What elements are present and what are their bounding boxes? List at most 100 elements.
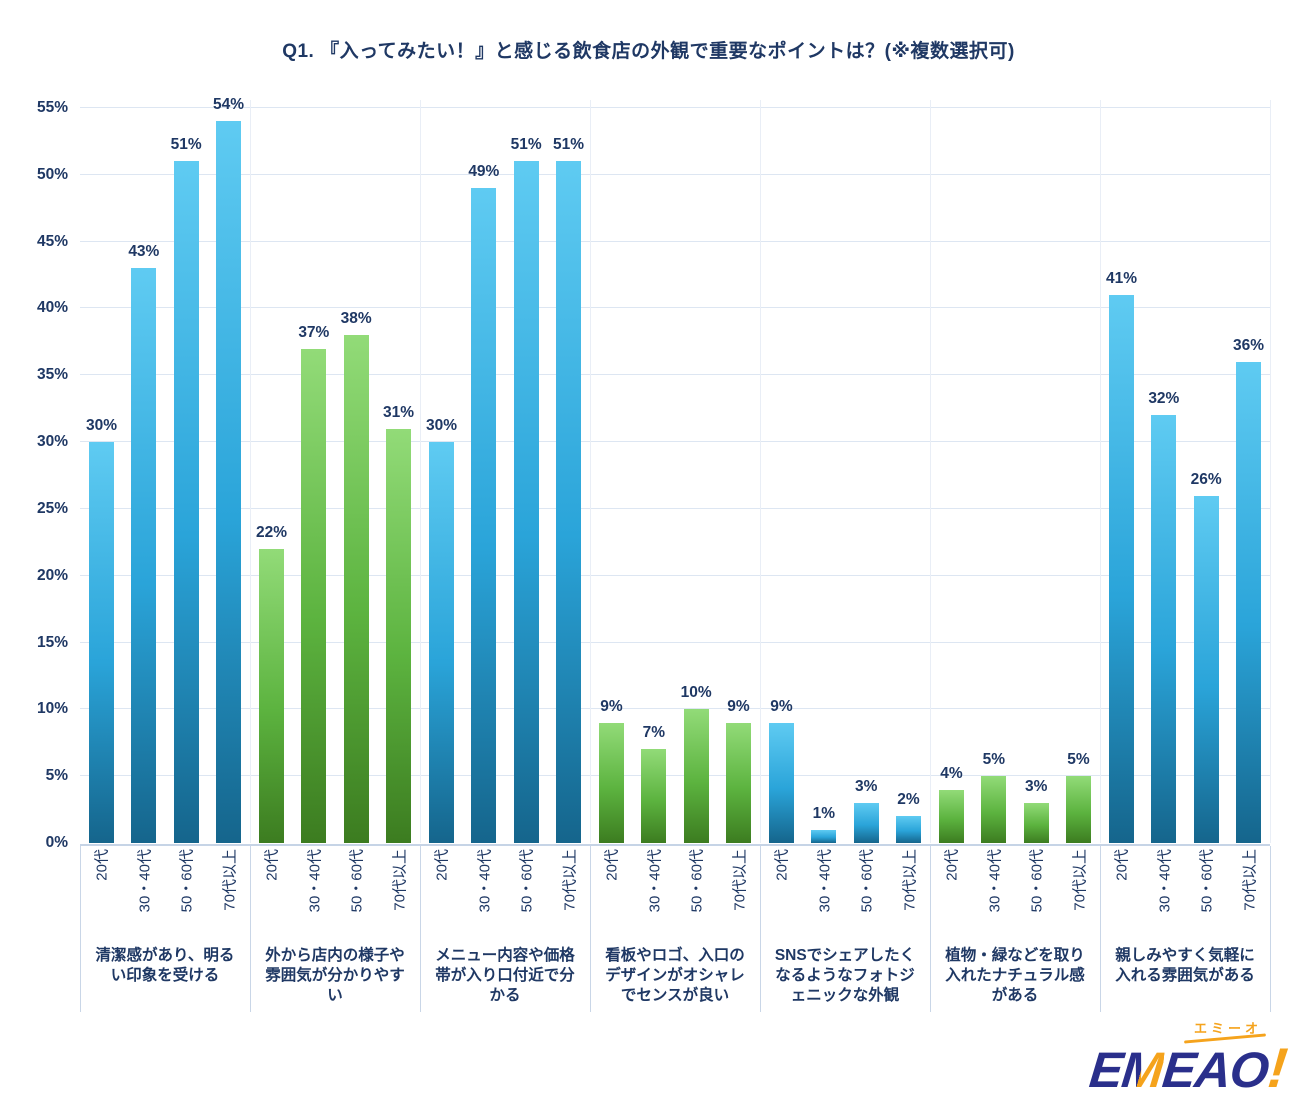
age-label-cell: 50・60代	[165, 847, 208, 943]
age-label-cell: 30・40代	[1143, 847, 1186, 943]
bar-30・40代	[301, 348, 327, 843]
bar-70代以上	[556, 161, 581, 843]
bar-value-label: 7%	[642, 724, 666, 742]
bar-value-label: 51%	[170, 136, 202, 154]
group-separator	[80, 846, 81, 1012]
age-label-cell: 20代	[760, 847, 803, 943]
y-axis: 0% 5% 10% 15% 20% 25% 30% 35% 40% 45% 50% 55%	[0, 95, 72, 851]
bar-30・40代	[131, 268, 157, 843]
bar-20代	[769, 722, 794, 843]
gridline	[80, 107, 1270, 108]
age-label-cell: 50・60代	[845, 847, 888, 943]
age-label-cell: 70代以上	[718, 847, 761, 943]
age-label-cell: 30・40代	[463, 847, 506, 943]
bar-value-label: 51%	[552, 136, 585, 154]
bar-20代	[429, 442, 454, 843]
age-label-cell: 70代以上	[548, 847, 591, 943]
age-label: 30・40代	[646, 849, 664, 913]
bar-50・60代	[683, 709, 709, 843]
bar-value-label: 38%	[340, 310, 372, 328]
gridline	[80, 307, 1270, 309]
bar-20代	[89, 442, 114, 843]
age-label-cell: 50・60代	[335, 847, 378, 943]
age-label: 20代	[433, 849, 451, 881]
category-label: 看板やロゴ、入口のデザインがオシャレでセンスが良い	[605, 947, 745, 1005]
age-label: 20代	[1113, 849, 1131, 881]
age-label-cell: 30・40代	[293, 847, 336, 943]
age-label-cell: 70代以上	[1058, 847, 1101, 943]
age-label-cell: 50・60代	[505, 847, 548, 943]
bar-50・60代	[853, 802, 879, 843]
bar-value-label: 3%	[1024, 777, 1048, 795]
y-axis-label: 20%	[36, 566, 68, 584]
age-label-cell: 50・60代	[1185, 847, 1228, 943]
y-axis-label: 25%	[36, 499, 68, 517]
bar-30・40代	[981, 776, 1007, 843]
gridline	[80, 173, 1270, 175]
bar-value-label: 9%	[727, 697, 750, 715]
age-label-cell: 70代以上	[888, 847, 931, 943]
bar-20代	[1109, 295, 1134, 843]
age-label-cell: 20代	[930, 847, 973, 943]
age-label: 20代	[773, 849, 791, 881]
bar-value-label: 5%	[1067, 751, 1090, 769]
age-label-cell: 50・60代	[1015, 847, 1058, 943]
bar-value-label: 30%	[425, 417, 458, 435]
category-label: メニュー内容や価格帯が入り口付近で分かる	[435, 947, 575, 1005]
emeao-logo: エミーオ EMEAO!	[1042, 1018, 1292, 1102]
age-label: 30・40代	[816, 849, 834, 913]
y-axis-label: 10%	[36, 700, 68, 718]
y-axis-label: 5%	[45, 767, 68, 785]
group-separator	[930, 846, 931, 1012]
bar-value-label: 37%	[298, 323, 330, 341]
gridline	[80, 708, 1270, 710]
age-label: 70代以上	[561, 849, 579, 911]
gridline	[80, 775, 1270, 777]
age-label-cell: 30・40代	[123, 847, 166, 943]
age-label: 20代	[263, 849, 281, 881]
bar-value-label: 26%	[1190, 470, 1222, 488]
bar-50・60代	[513, 161, 539, 843]
bar-value-label: 9%	[600, 697, 623, 715]
bar-value-label: 36%	[1232, 336, 1265, 354]
group-separator	[590, 846, 591, 1012]
age-label-cell: 20代	[590, 847, 633, 943]
gridline	[80, 374, 1270, 376]
bar-value-label: 9%	[770, 697, 793, 715]
group-separator	[1270, 846, 1271, 1012]
bar-50・60代	[1193, 495, 1219, 843]
bar-70代以上	[216, 121, 241, 843]
bar-70代以上	[1066, 776, 1091, 843]
bar-value-label: 10%	[680, 684, 712, 702]
age-label-cell: 70代以上	[1228, 847, 1271, 943]
bar-value-label: 5%	[982, 751, 1006, 769]
bar-group: 22% 37% 38% 31%	[250, 95, 420, 843]
group-separator	[590, 100, 591, 843]
logo-letter: M	[1119, 1042, 1166, 1098]
bar-50・60代	[1023, 802, 1049, 843]
age-label-cell: 20代	[80, 847, 123, 943]
bar-value-label: 1%	[812, 804, 836, 822]
bar-20代	[259, 549, 284, 843]
bar-value-label: 54%	[212, 96, 245, 114]
bar-value-label: 51%	[510, 136, 542, 154]
group-separator	[250, 100, 251, 843]
bar-value-label: 4%	[940, 764, 963, 782]
age-label-cell: 50・60代	[675, 847, 718, 943]
age-label: 50・60代	[1198, 849, 1216, 913]
bar-value-label: 41%	[1105, 270, 1138, 288]
bar-value-label: 43%	[128, 243, 160, 261]
y-axis-label: 0%	[45, 834, 68, 851]
category-label-row: 清潔感があり、明るい印象を受ける 外から店内の様子や雰囲気が分かりやすい メニュー内…	[80, 946, 1270, 1016]
bar-70代以上	[386, 428, 411, 843]
age-label: 70代以上	[731, 849, 749, 911]
category-label: 親しみやすく気軽に入れる雰囲気がある	[1115, 947, 1255, 985]
age-label: 20代	[93, 849, 111, 881]
gridline	[80, 240, 1270, 242]
logo-letter: O	[1227, 1042, 1272, 1098]
bar-group: 30% 49% 51% 51%	[420, 95, 590, 843]
group-separator	[420, 100, 421, 843]
age-label-cell: 20代	[420, 847, 463, 943]
group-separator	[420, 846, 421, 1012]
age-label: 50・60代	[518, 849, 536, 913]
